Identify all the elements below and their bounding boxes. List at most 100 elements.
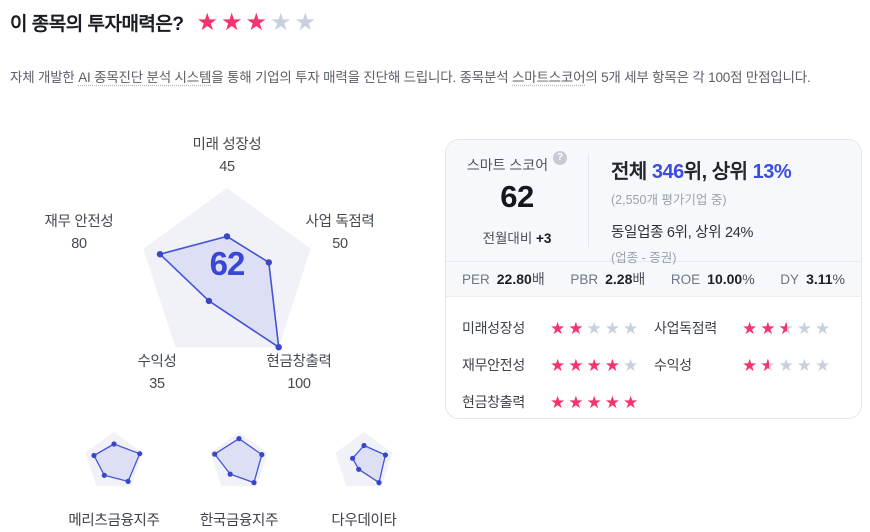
smart-score-label: 스마트 스코어 (466, 156, 549, 173)
metric-value: 3.11 (806, 271, 833, 287)
star-icon: ★ (623, 392, 639, 412)
month-change-value: +3 (536, 230, 552, 246)
metric-roe: ROE 10.00% (671, 271, 755, 287)
section-description: 자체 개발한 AI 종목진단 분석 시스템을 통해 기업의 투자 매력을 진단해… (10, 66, 811, 86)
rating-label: 사업독점력 (654, 320, 717, 336)
rank-text: 위, 상위 (683, 161, 753, 183)
peer-item-korea-financial[interactable]: 한국금융지주 (177, 429, 301, 530)
axis-label: 재무 안전성 (44, 214, 114, 230)
axis-label: 미래 성장성 (192, 137, 262, 153)
rating-stars: ★★★★★★ (742, 357, 830, 374)
axis-label: 사업 독점력 (305, 214, 375, 230)
star-icon: ★ (550, 355, 566, 375)
rating-stars: ★ ★ ★ ★ ★ (550, 320, 638, 337)
peer-item-daou-data[interactable]: 다우데이타 (302, 429, 426, 530)
star-empty-icon: ★ (815, 318, 831, 338)
star-icon: ★ (604, 355, 620, 375)
star-empty-icon: ★ (623, 318, 639, 338)
description-text: 자체 개발한 (10, 69, 79, 85)
ranking-summary: 전체 346위, 상위 13% (2,550개 평가기업 중) 동일업종 6위,… (589, 140, 861, 265)
star-icon: ★ (742, 355, 758, 375)
star-icon: ★ (245, 8, 268, 36)
term-ai-diagnosis: AI 종목진단 분석 시스템 (78, 69, 212, 85)
metric-label: ROE (670, 272, 701, 287)
metric-label: PBR (570, 272, 599, 287)
radar-axis-growth: 미래 성장성 45 (193, 134, 262, 178)
star-icon: ★ (586, 355, 602, 375)
star-icon: ★ (568, 355, 584, 375)
rank-note: (2,550개 평가기업 중) (611, 193, 727, 207)
peer-item-meritz[interactable]: 메리츠금융지주 (52, 429, 176, 530)
metric-unit: 배 (531, 271, 545, 287)
rating-stars: ★ ★ ★ ★ ★ (550, 357, 638, 374)
star-icon: ★ (742, 318, 758, 338)
smart-score-card: 스마트 스코어 ? 62 전월대비 +3 전체 346위, 상위 13% (2,… (445, 139, 862, 419)
star-icon: ★ (550, 318, 566, 338)
metric-unit: 배 (632, 271, 646, 287)
metric-per: PER 22.80배 (462, 269, 545, 289)
star-icon: ★ (196, 8, 218, 36)
radar-axis-cashflow: 현금창출력 100 (266, 351, 332, 395)
metric-pbr: PBR 2.28배 (570, 269, 645, 289)
rating-profitability: 수익성 ★★★★★★ (654, 355, 861, 375)
metric-value: 2.28 (605, 271, 633, 287)
metric-value: 10.00 (707, 271, 743, 287)
page-title: 이 종목의 투자매력은? (10, 14, 184, 35)
axis-value: 35 (149, 376, 165, 392)
axis-label: 현금창출력 (266, 354, 332, 370)
metric-unit: % (742, 271, 755, 287)
star-empty-icon: ★ (294, 8, 317, 36)
score-card-header: 스마트 스코어 ? 62 전월대비 +3 전체 346위, 상위 13% (2,… (446, 140, 861, 265)
radar-axis-profitability: 수익성 35 (137, 351, 176, 395)
star-empty-icon: ★ (815, 355, 831, 375)
axis-value: 80 (71, 236, 87, 252)
peer-name: 다우데이타 (331, 513, 397, 529)
rank-text: 전체 (611, 161, 652, 183)
star-icon: ★ (586, 392, 602, 412)
term-smart-score: 스마트스코어 (512, 69, 586, 85)
month-over-month-change: 전월대비 +3 (483, 227, 552, 247)
axis-label: 수익성 (137, 354, 177, 370)
star-empty-icon: ★ (778, 355, 794, 375)
peer-radar-chart (335, 432, 393, 487)
rating-label: 수익성 (654, 357, 692, 373)
rating-label: 미래성장성 (462, 320, 525, 336)
metric-unit: % (832, 271, 845, 287)
star-half-icon: ★★ (760, 355, 776, 375)
star-icon: ★ (604, 392, 620, 412)
star-icon: ★ (568, 392, 584, 412)
smart-score-value: 62 (500, 178, 534, 214)
star-empty-icon: ★ (270, 8, 292, 36)
peer-radar-chart (85, 432, 143, 487)
peer-radar-chart (210, 432, 268, 487)
metric-value: 22.80 (496, 271, 532, 287)
radar-center-score: 62 (209, 245, 246, 282)
rating-stars: ★★★★★★ (742, 320, 830, 337)
rating-monopoly: 사업독점력 ★★★★★★ (654, 318, 861, 338)
industry-note: (업종 - 증권) (611, 251, 677, 265)
overall-rank-line: 전체 346위, 상위 13% (611, 155, 861, 184)
section-header: 이 종목의 투자매력은? ★ ★ ★ ★ ★ (10, 9, 316, 36)
star-empty-icon: ★ (796, 318, 812, 338)
metric-dy: DY 3.11% (780, 271, 845, 287)
header-divider (588, 154, 589, 247)
radar-axis-monopoly: 사업 독점력 50 (306, 211, 375, 255)
radar-axis-stability: 재무 안전성 80 (45, 211, 114, 255)
star-empty-icon: ★ (604, 318, 620, 338)
rating-label: 현금창출력 (462, 394, 525, 410)
peer-name: 한국금융지주 (199, 513, 279, 529)
star-empty-icon: ★ (586, 318, 602, 338)
star-empty-icon: ★ (796, 355, 812, 375)
rating-growth: 미래성장성 ★ ★ ★ ★ ★ (462, 318, 654, 338)
axis-value: 45 (219, 159, 235, 175)
description-text: 을 통해 기업의 투자 매력을 진단해 드립니다. 종목분석 (211, 69, 512, 85)
valuation-metrics-row: PER 22.80배 PBR 2.28배 ROE 10.00% DY 3.11% (446, 262, 861, 297)
star-icon: ★ (568, 318, 584, 338)
rank-value: 346 (651, 161, 684, 183)
star-empty-icon: ★ (623, 355, 639, 375)
help-icon[interactable]: ? (553, 150, 568, 165)
description-text: 의 5개 세부 항목은 각 100점 만점입니다. (585, 69, 811, 85)
smart-score-radar-chart (143, 188, 311, 351)
peer-name: 메리츠금융지주 (68, 513, 160, 529)
metric-label: PER (462, 272, 490, 287)
